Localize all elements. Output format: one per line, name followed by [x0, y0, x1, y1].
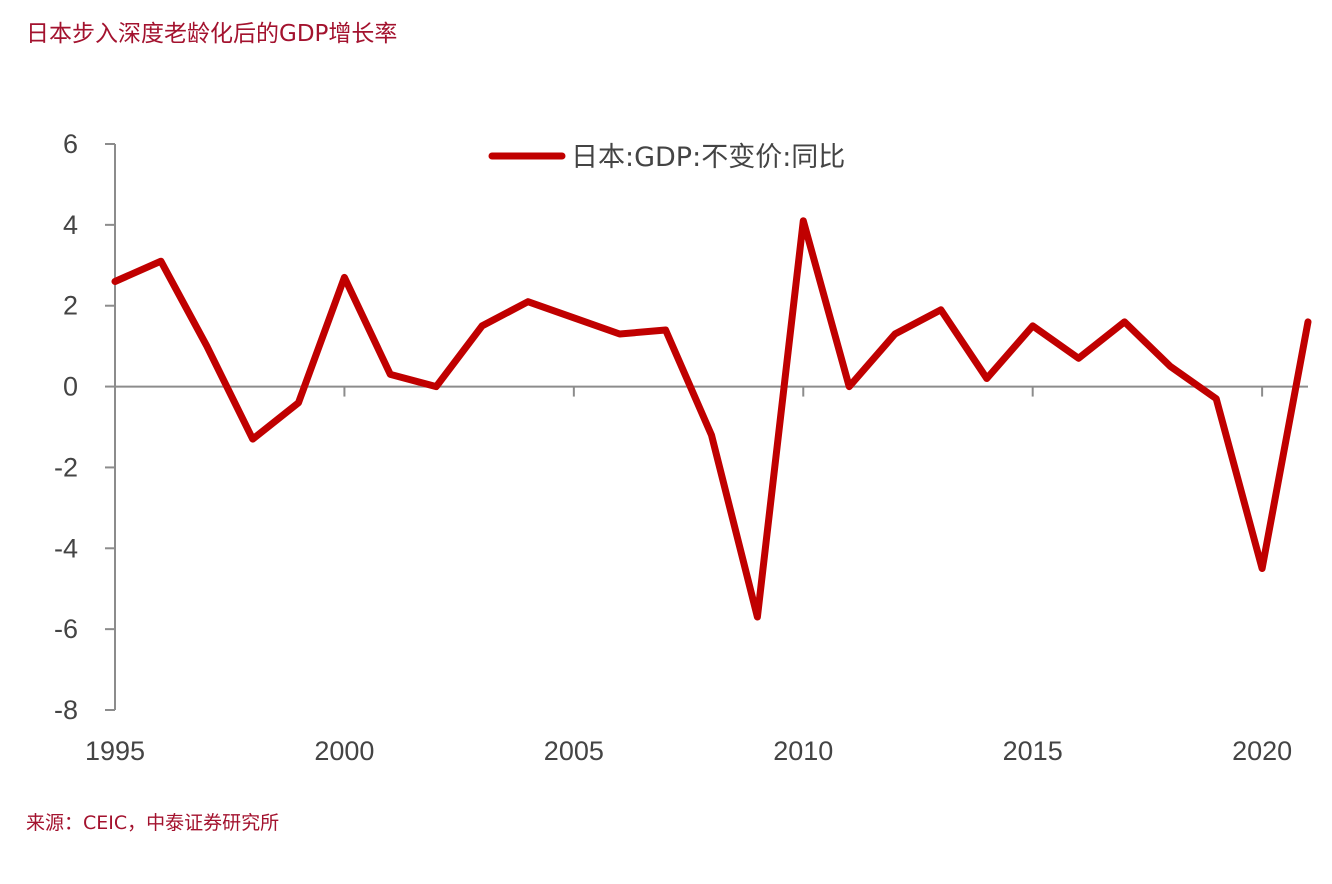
series-line [111, 217, 1312, 621]
x-tick-label: 2015 [1003, 736, 1063, 766]
y-tick-label: -2 [54, 452, 78, 482]
axes [105, 143, 1308, 711]
y-tick-label: -4 [54, 533, 78, 563]
x-tick-label: 1995 [85, 736, 145, 766]
series-lines [111, 217, 1312, 621]
y-tick-label: 4 [63, 210, 78, 240]
y-tick-label: 0 [63, 372, 78, 402]
y-tick-label: -6 [54, 614, 78, 644]
x-tick-label: 2010 [773, 736, 833, 766]
x-tick-label: 2020 [1232, 736, 1292, 766]
x-tick-label: 2005 [544, 736, 604, 766]
chart-title: 日本步入深度老龄化后的GDP增长率 [26, 21, 398, 47]
legend-label: 日本:GDP:不变价:同比 [571, 142, 845, 173]
y-tick-label: -8 [54, 695, 78, 725]
legend: 日本:GDP:不变价:同比 [488, 142, 845, 173]
source-note: 来源：CEIC，中泰证券研究所 [26, 812, 280, 834]
y-tick-label: 2 [63, 291, 78, 321]
y-tick-label: 6 [63, 129, 78, 159]
x-tick-label: 2000 [314, 736, 374, 766]
